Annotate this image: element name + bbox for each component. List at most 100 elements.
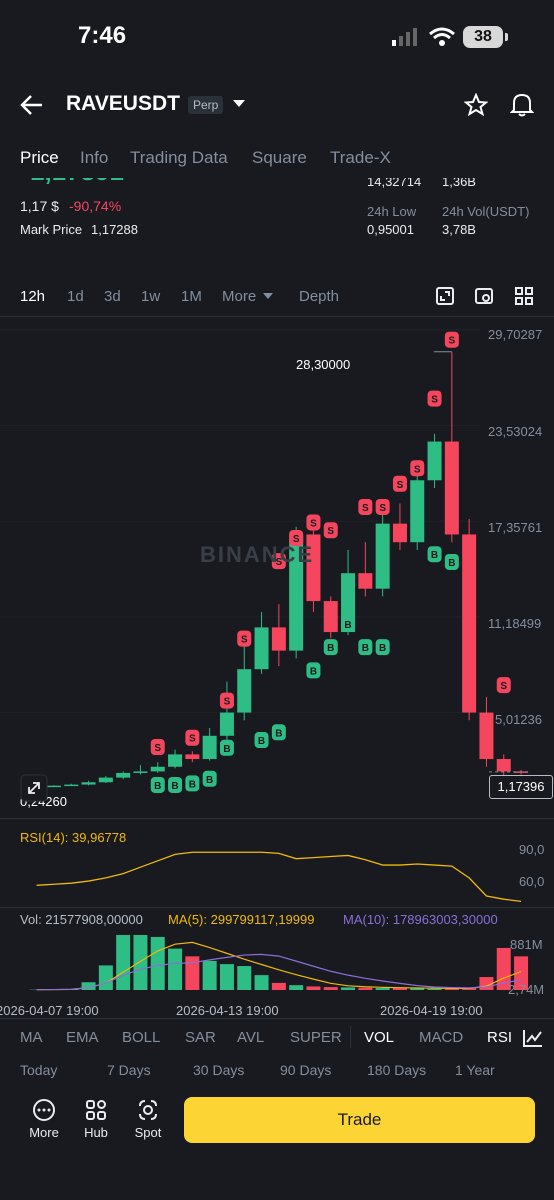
tf-depth[interactable]: Depth [299, 288, 340, 305]
marker-letter: B [362, 643, 369, 654]
tab-trading-data[interactable]: Trading Data [130, 148, 228, 167]
grid-layout-icon[interactable] [514, 286, 534, 306]
tab-trade-x[interactable]: Trade-X [330, 148, 391, 167]
indicator-ma[interactable]: MA [20, 1029, 43, 1046]
marker-badge [271, 724, 286, 741]
star-icon[interactable] [464, 93, 488, 117]
buy-marker: B [358, 639, 373, 656]
period-7d[interactable]: 7 Days [107, 1062, 151, 1078]
tab-info[interactable]: Info [80, 148, 109, 167]
indicator-vol[interactable]: VOL [364, 1029, 395, 1046]
last-price-partial: 1,17391 [30, 178, 154, 187]
marker-badge [202, 770, 217, 787]
vol-ma5-label: MA(5): 299799117,19999 [168, 912, 315, 927]
period-180d[interactable]: 180 Days [367, 1062, 427, 1078]
stat-partial-left: 14,32714 [367, 178, 422, 189]
vol-value: 3,78B [442, 222, 476, 237]
tab-square[interactable]: Square [252, 148, 307, 167]
indicator-sar[interactable]: SAR [185, 1029, 216, 1046]
marker-badge [219, 692, 234, 709]
marker-badge [150, 739, 165, 756]
marker-letter: S [500, 681, 507, 692]
nav-spot[interactable]: Spot [123, 1098, 173, 1140]
marker-badge [185, 729, 200, 746]
marker-badge [375, 639, 390, 656]
marker-letter: S [327, 526, 334, 537]
marker-badge [254, 732, 269, 749]
marker-letter: B [223, 744, 230, 755]
tf-1M[interactable]: 1M [181, 288, 202, 305]
y-tick-4: 11,18499 [488, 616, 542, 631]
more-dots-icon [33, 1099, 55, 1121]
period-1y[interactable]: 1 Year [455, 1062, 495, 1078]
marker-letter: S [189, 734, 196, 745]
trade-button[interactable]: Trade [184, 1097, 535, 1143]
marker-letter: S [293, 534, 300, 545]
marker-badge [185, 775, 200, 792]
volume-bar [289, 985, 304, 990]
tab-price[interactable]: Price [20, 148, 59, 167]
candle-body [150, 766, 165, 772]
marker-badge [323, 639, 338, 656]
candle-body [479, 712, 494, 760]
tf-1d[interactable]: 1d [67, 288, 84, 305]
candlestick-chart[interactable]: SSSSSSSSSSSSSSSBBBBBBBBBBBBBBB [0, 318, 554, 1018]
volume-ma10-line [36, 953, 522, 991]
candle-body [237, 669, 252, 713]
tf-1w[interactable]: 1w [141, 288, 161, 305]
sell-marker: S [392, 475, 407, 492]
marker-letter: S [397, 480, 404, 491]
bell-icon[interactable] [510, 92, 534, 118]
marker-letter: S [379, 503, 386, 514]
sell-marker: S [219, 692, 234, 709]
candle-body [323, 601, 338, 633]
indicator-ema[interactable]: EMA [66, 1029, 99, 1046]
symbol-title[interactable]: RAVEUSDT [66, 92, 180, 115]
candle-body [306, 534, 321, 602]
marker-letter: S [241, 635, 248, 646]
period-today[interactable]: Today [20, 1062, 58, 1078]
marker-letter: S [414, 464, 421, 475]
marker-badge [306, 514, 321, 531]
indicator-avl[interactable]: AVL [237, 1029, 265, 1046]
nav-more-label: More [29, 1125, 59, 1140]
volume-bar [392, 988, 407, 990]
marker-badge [219, 739, 234, 756]
sell-marker: S [358, 498, 373, 515]
caret-down-icon[interactable] [232, 99, 246, 109]
candle-body [444, 441, 459, 535]
volume-bar [219, 964, 234, 990]
back-arrow-icon[interactable] [20, 94, 44, 116]
fullscreen-toggle-icon[interactable] [20, 774, 48, 802]
marker-badge [410, 460, 425, 477]
chart-settings-icon[interactable] [474, 286, 494, 306]
marker-letter: S [154, 743, 161, 754]
tf-3d[interactable]: 3d [104, 288, 121, 305]
x-label-2: 2026-04-13 19:00 [176, 1003, 279, 1018]
nav-hub[interactable]: Hub [71, 1098, 121, 1140]
buy-marker: B [202, 770, 217, 787]
tf-more[interactable]: More [222, 288, 257, 305]
nav-more[interactable]: More [19, 1098, 69, 1140]
volume-bar [202, 960, 217, 990]
indicator-macd[interactable]: MACD [419, 1029, 464, 1046]
tf-12h[interactable]: 12h [20, 288, 46, 305]
status-time: 7:46 [78, 22, 127, 49]
period-30d[interactable]: 30 Days [193, 1062, 245, 1078]
buy-marker: B [341, 615, 356, 632]
period-90d[interactable]: 90 Days [280, 1062, 332, 1078]
indicator-super[interactable]: SUPER [290, 1029, 342, 1046]
volume-bar [358, 987, 373, 990]
sell-marker: S [306, 514, 321, 531]
marker-badge [496, 677, 511, 694]
low-value: 0,95001 [367, 222, 414, 237]
indicator-chart-icon[interactable] [522, 1028, 544, 1048]
vol-value-label: Vol: 21577908,00000 [20, 912, 143, 927]
rsi-tick-90: 90,0 [519, 842, 545, 857]
indicator-rsi[interactable]: RSI [487, 1029, 513, 1046]
expand-chart-icon[interactable] [435, 286, 455, 306]
vol-label: 24h Vol(USDT) [442, 204, 530, 219]
price-usd: 1,17 $ [20, 198, 59, 214]
marker-letter: S [224, 697, 231, 708]
indicator-boll[interactable]: BOLL [122, 1029, 161, 1046]
